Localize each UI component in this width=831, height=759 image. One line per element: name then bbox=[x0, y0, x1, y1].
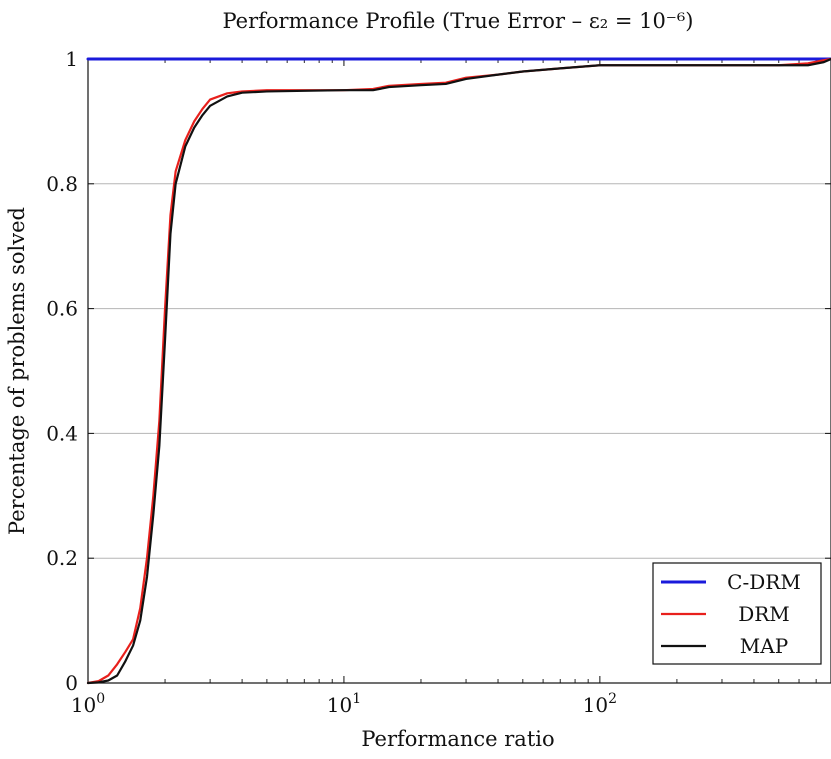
series-line-map bbox=[86, 57, 831, 685]
x-axis-label: Performance ratio bbox=[361, 727, 554, 751]
x-tick-exponent: 2 bbox=[608, 691, 617, 707]
y-tick-label: 0.2 bbox=[46, 546, 78, 570]
x-tick-base: 10 bbox=[583, 693, 608, 717]
y-tick-label: 1 bbox=[65, 47, 78, 71]
x-tick-label: 101 bbox=[327, 691, 361, 717]
x-tick-label: 102 bbox=[583, 691, 617, 717]
y-axis-label: Percentage of problems solved bbox=[5, 207, 29, 535]
x-tick-base: 10 bbox=[327, 693, 352, 717]
y-tick-label: 0.8 bbox=[46, 172, 78, 196]
chart-title: Performance Profile (True Error – ε₂ = 1… bbox=[222, 9, 693, 33]
y-tick-label: 0.4 bbox=[46, 421, 78, 445]
x-tick-base: 10 bbox=[71, 693, 96, 717]
x-tick-exponent: 1 bbox=[352, 691, 361, 707]
legend-items: C-DRM DRM MAP bbox=[661, 570, 801, 658]
y-tick-label: 0.6 bbox=[46, 297, 78, 321]
legend-label: DRM bbox=[738, 602, 790, 626]
legend-label: MAP bbox=[740, 634, 788, 658]
y-tick-label: 0 bbox=[65, 671, 78, 695]
x-tick-label: 100 bbox=[71, 691, 105, 717]
legend-label: C-DRM bbox=[727, 570, 801, 594]
legend: C-DRM DRM MAP bbox=[652, 562, 822, 665]
series-layer bbox=[86, 57, 831, 685]
x-tick-exponent: 0 bbox=[96, 691, 105, 707]
grid-layer bbox=[88, 183, 831, 559]
